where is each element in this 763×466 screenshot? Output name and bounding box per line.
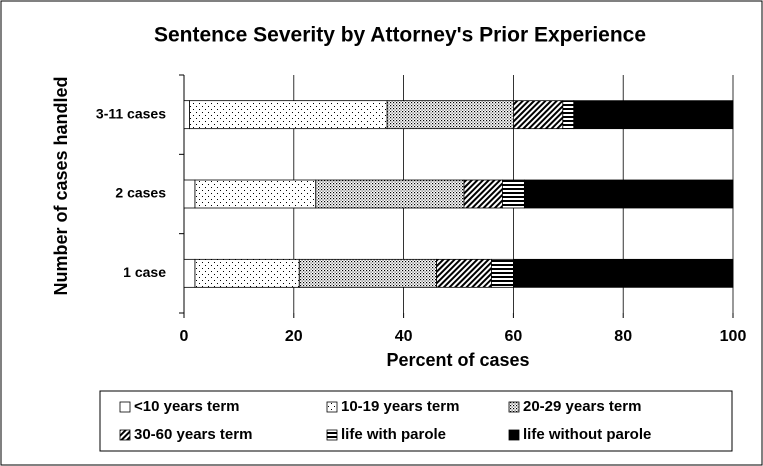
bar-segment — [502, 179, 525, 209]
bar-segment — [315, 179, 465, 209]
x-axis-label: Percent of cases — [386, 350, 529, 370]
bar-segment — [562, 100, 575, 130]
chart-title: Sentence Severity by Attorney's Prior Ex… — [154, 24, 646, 47]
bar-segment — [183, 100, 190, 130]
legend-label: 10-19 years term — [341, 398, 459, 415]
bar-segment — [491, 258, 514, 288]
x-tick-label: 100 — [720, 328, 747, 345]
x-tick-label: 0 — [180, 328, 189, 345]
legend-label: 30-60 years term — [134, 426, 252, 443]
legend-label: 20-29 years term — [523, 398, 641, 415]
legend-box — [99, 390, 733, 452]
legend-label: <10 years term — [134, 398, 240, 415]
y-tick-label: 3-11 cases — [96, 105, 166, 121]
legend-swatch — [326, 401, 338, 413]
legend-label: life with parole — [341, 426, 446, 443]
legend-label: life without parole — [523, 426, 651, 443]
bar-segment — [463, 179, 503, 209]
legend-swatch — [508, 429, 520, 441]
x-tick-label: 60 — [505, 328, 523, 345]
bar-segment — [573, 100, 734, 130]
bar-segment — [189, 100, 388, 130]
legend-swatch — [326, 429, 338, 441]
x-tick-label: 40 — [395, 328, 413, 345]
legend-swatch — [119, 401, 131, 413]
y-tick-label: 2 cases — [115, 185, 166, 201]
bar-segment — [183, 258, 196, 288]
bar-segment — [523, 179, 734, 209]
bar-segment — [298, 258, 437, 288]
y-tick-label: 1 case — [123, 264, 166, 280]
bar-segment — [513, 100, 564, 130]
bar-segment — [194, 258, 300, 288]
legend-swatch — [508, 401, 520, 413]
bar-segment — [386, 100, 514, 130]
bar-segment — [183, 179, 196, 209]
bar-segment — [513, 258, 734, 288]
y-axis-label: Number of cases handled — [51, 76, 71, 295]
x-tick-label: 80 — [614, 328, 632, 345]
legend-swatch — [119, 429, 131, 441]
bar-segment — [194, 179, 317, 209]
bar-segment — [436, 258, 492, 288]
x-tick-label: 20 — [285, 328, 303, 345]
